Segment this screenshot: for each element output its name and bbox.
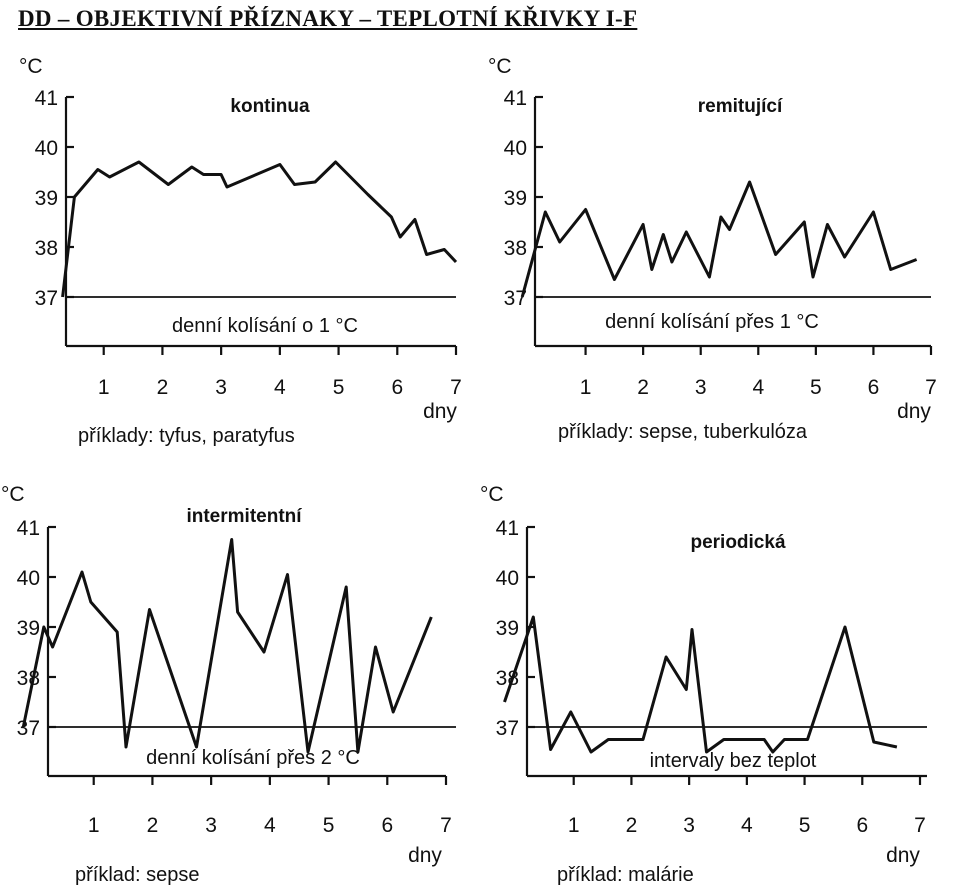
- x-tick-label: 7: [925, 376, 937, 399]
- x-tick-label: 2: [637, 376, 649, 399]
- y-tick-label: 40: [504, 137, 527, 160]
- example-label: příklad: sepse: [75, 864, 200, 886]
- y-tick-label: 37: [35, 287, 58, 310]
- x-tick-label: 1: [580, 376, 592, 399]
- y-unit-label: °C: [19, 55, 43, 78]
- x-axis-label: dny: [408, 844, 442, 867]
- x-tick-label: 1: [568, 814, 580, 837]
- x-tick-label: 4: [741, 814, 753, 837]
- y-tick-label: 41: [496, 517, 519, 540]
- temperature-curve: [520, 180, 918, 298]
- y-tick-label: 40: [35, 137, 58, 160]
- x-tick-label: 1: [88, 814, 100, 837]
- y-tick-label: 40: [17, 567, 40, 590]
- y-tick-label: 38: [504, 237, 527, 260]
- example-label: příklady: sepse, tuberkulóza: [558, 421, 808, 443]
- x-tick-label: 7: [914, 814, 926, 837]
- x-tick-label: 6: [856, 814, 868, 837]
- chart-title: periodická: [690, 532, 785, 553]
- x-tick-label: 2: [626, 814, 638, 837]
- fluctuation-note: denní kolísání o 1 °C: [172, 315, 358, 337]
- x-tick-label: 5: [323, 814, 335, 837]
- chart-title: remitující: [698, 96, 783, 117]
- y-tick-label: 41: [35, 87, 58, 110]
- y-tick-label: 39: [504, 187, 527, 210]
- x-axis-label: dny: [423, 400, 457, 423]
- temperature-curve: [503, 615, 898, 754]
- x-tick-label: 7: [440, 814, 452, 837]
- y-tick-label: 37: [496, 717, 519, 740]
- y-tick-label: 40: [496, 567, 519, 590]
- fluctuation-note: intervaly bez teplot: [650, 750, 817, 772]
- x-tick-label: 3: [695, 376, 707, 399]
- x-tick-label: 1: [98, 376, 110, 399]
- page-title: DD – OBJEKTIVNÍ PŘÍZNAKY – TEPLOTNÍ KŘIV…: [18, 6, 638, 31]
- temperature-curve: [21, 538, 433, 754]
- x-tick-label: 6: [381, 814, 393, 837]
- y-unit-label: °C: [1, 483, 25, 506]
- x-axis-label: dny: [886, 844, 920, 867]
- example-label: příklady: tyfus, paratyfus: [78, 425, 295, 447]
- y-tick-label: 37: [504, 287, 527, 310]
- x-tick-label: 4: [274, 376, 286, 399]
- x-tick-label: 5: [810, 376, 822, 399]
- x-tick-label: 5: [799, 814, 811, 837]
- x-tick-label: 2: [157, 376, 169, 399]
- x-axis-label: dny: [897, 400, 931, 423]
- x-tick-label: 3: [215, 376, 227, 399]
- x-tick-label: 3: [683, 814, 695, 837]
- y-tick-label: 38: [17, 667, 40, 690]
- y-tick-label: 38: [35, 237, 58, 260]
- y-tick-label: 39: [35, 187, 58, 210]
- x-tick-label: 6: [868, 376, 880, 399]
- y-tick-label: 39: [496, 617, 519, 640]
- x-tick-label: 4: [264, 814, 276, 837]
- x-tick-label: 6: [391, 376, 403, 399]
- fluctuation-note: denní kolísání přes 2 °C: [146, 747, 360, 769]
- x-tick-label: 7: [450, 376, 462, 399]
- x-tick-label: 5: [333, 376, 345, 399]
- chart-panel-3: °C 41 40 39 38 37 1 2 3 4 5 6 7 intermitentní denní ko…: [1, 483, 456, 886]
- x-tick-label: 3: [205, 814, 217, 837]
- chart-title: kontinua: [230, 96, 310, 117]
- chart-panel-1: °C 41 40 39 38 37 1 2 3 4 5 6 7 kontinua denní kolísán…: [19, 55, 462, 447]
- y-tick-label: 41: [17, 517, 40, 540]
- y-tick-label: 39: [17, 617, 40, 640]
- y-unit-label: °C: [480, 483, 504, 506]
- x-tick-label: 2: [147, 814, 159, 837]
- y-tick-label: 37: [17, 717, 40, 740]
- chart-title: intermitentní: [186, 506, 302, 527]
- y-unit-label: °C: [488, 55, 512, 78]
- fluctuation-note: denní kolísání přes 1 °C: [605, 311, 819, 333]
- x-tick-label: 4: [752, 376, 764, 399]
- chart-panel-2: °C 41 40 39 38 37 1 2 3 4 5 6 7 remitující denní kolís…: [488, 55, 937, 443]
- y-tick-label: 41: [504, 87, 527, 110]
- example-label: příklad: malárie: [557, 864, 694, 886]
- temperature-curve: [61, 160, 458, 298]
